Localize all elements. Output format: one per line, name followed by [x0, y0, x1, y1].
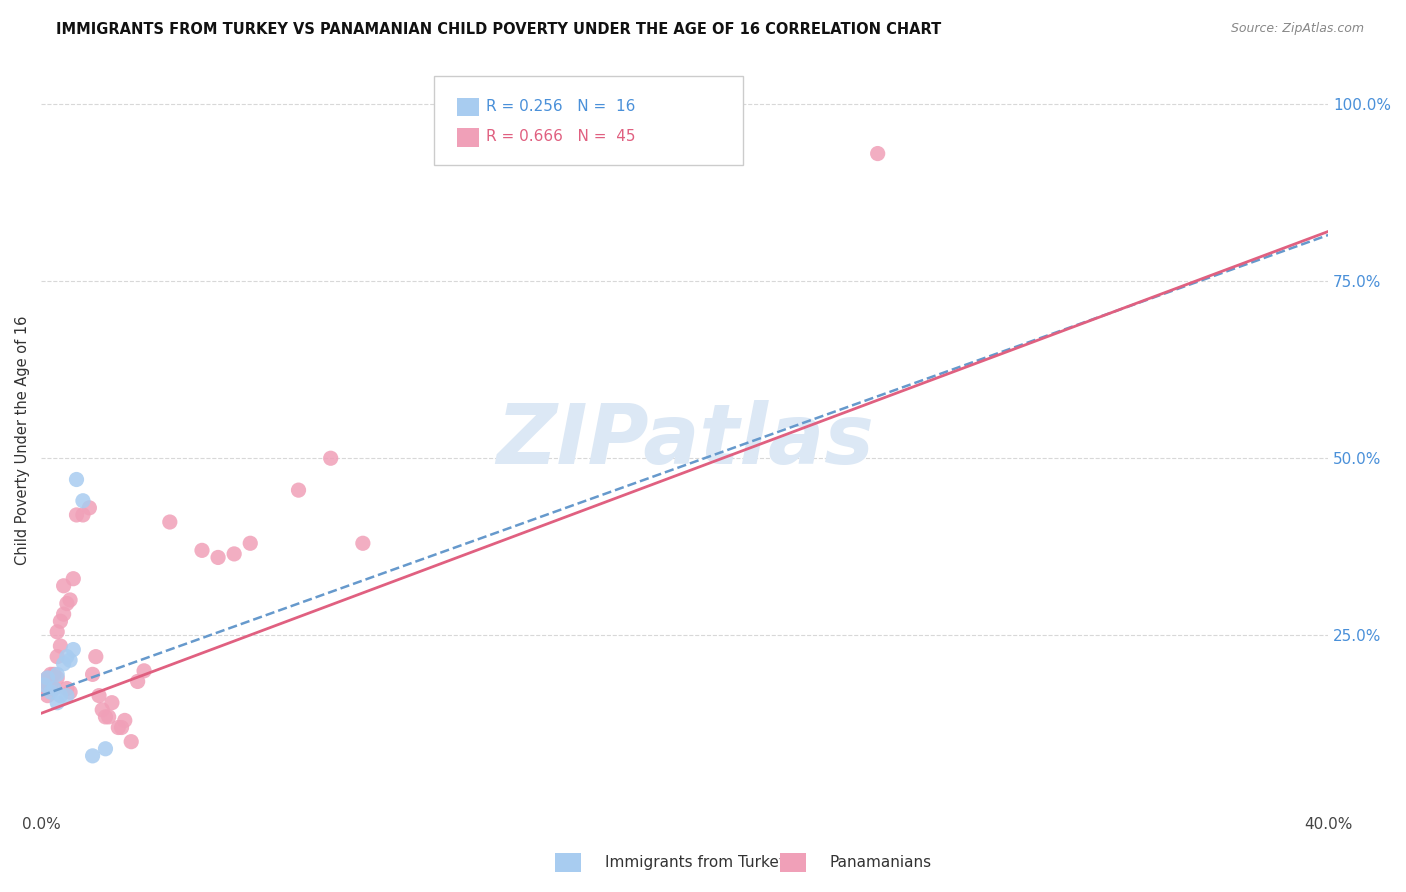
- Point: [127, 674, 149, 689]
- FancyBboxPatch shape: [433, 76, 742, 165]
- Point: [62, 642, 84, 657]
- Point: [114, 714, 136, 728]
- Point: [97, 710, 120, 724]
- Point: [82, 667, 104, 681]
- Point: [59, 593, 82, 607]
- Point: [56, 597, 79, 611]
- Point: [42, 681, 65, 696]
- Point: [159, 515, 181, 529]
- Point: [91, 703, 114, 717]
- Point: [110, 721, 132, 735]
- Point: [65, 508, 87, 522]
- Point: [39, 681, 62, 696]
- Point: [94, 741, 117, 756]
- Point: [52, 607, 75, 621]
- Point: [34, 681, 56, 696]
- Point: [62, 572, 84, 586]
- Point: [56, 649, 79, 664]
- Point: [46, 696, 69, 710]
- Bar: [457, 128, 478, 146]
- Point: [84, 649, 107, 664]
- Point: [59, 653, 82, 667]
- Point: [37, 671, 59, 685]
- Text: ZIPatlas: ZIPatlas: [496, 400, 873, 481]
- Point: [107, 721, 129, 735]
- Bar: [457, 97, 478, 116]
- Text: R = 0.256   N =  16: R = 0.256 N = 16: [486, 99, 636, 114]
- Text: Panamanians: Panamanians: [830, 855, 932, 870]
- Point: [79, 500, 101, 515]
- Point: [191, 543, 214, 558]
- Point: [46, 667, 69, 681]
- Point: [42, 681, 65, 696]
- Point: [46, 649, 69, 664]
- Point: [65, 473, 87, 487]
- Point: [52, 579, 75, 593]
- Point: [120, 734, 142, 748]
- Point: [319, 451, 342, 466]
- Text: R = 0.666   N =  45: R = 0.666 N = 45: [486, 129, 636, 145]
- Point: [37, 671, 59, 685]
- Point: [39, 685, 62, 699]
- Point: [46, 671, 69, 685]
- Point: [49, 639, 72, 653]
- Point: [39, 667, 62, 681]
- Y-axis label: Child Poverty Under the Age of 16: Child Poverty Under the Age of 16: [15, 316, 30, 566]
- Point: [37, 689, 59, 703]
- Text: Source: ZipAtlas.com: Source: ZipAtlas.com: [1230, 22, 1364, 36]
- Point: [72, 508, 94, 522]
- Point: [352, 536, 374, 550]
- Point: [94, 710, 117, 724]
- Text: Immigrants from Turkey: Immigrants from Turkey: [605, 855, 787, 870]
- Point: [46, 624, 69, 639]
- Point: [866, 146, 889, 161]
- Point: [34, 678, 56, 692]
- Point: [207, 550, 229, 565]
- Point: [82, 748, 104, 763]
- Point: [239, 536, 262, 550]
- Point: [42, 667, 65, 681]
- Point: [224, 547, 246, 561]
- Point: [49, 614, 72, 628]
- Point: [59, 685, 82, 699]
- Point: [34, 674, 56, 689]
- Point: [52, 657, 75, 671]
- Point: [87, 689, 110, 703]
- Point: [132, 664, 155, 678]
- Point: [72, 493, 94, 508]
- Point: [56, 689, 79, 703]
- Point: [49, 689, 72, 703]
- Point: [101, 696, 124, 710]
- Point: [287, 483, 309, 497]
- Point: [56, 681, 79, 696]
- Text: IMMIGRANTS FROM TURKEY VS PANAMANIAN CHILD POVERTY UNDER THE AGE OF 16 CORRELATI: IMMIGRANTS FROM TURKEY VS PANAMANIAN CHI…: [56, 22, 942, 37]
